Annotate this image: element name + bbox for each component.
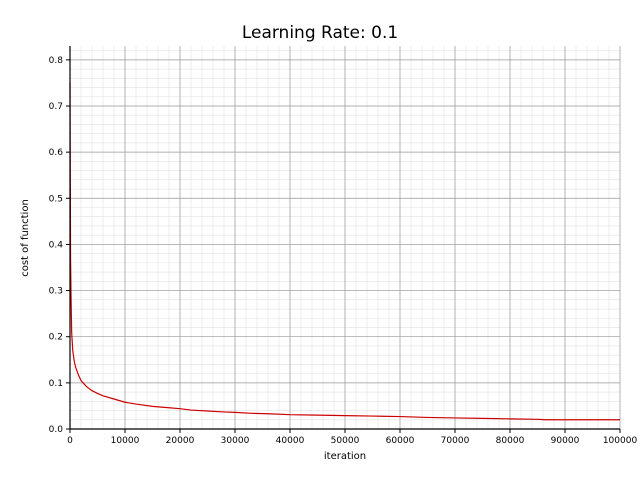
x-axis-label: iteration xyxy=(324,451,366,462)
x-tick-label: 30000 xyxy=(221,436,250,446)
x-tick-label: 40000 xyxy=(276,436,305,446)
x-tick-label: 70000 xyxy=(441,436,470,446)
x-axis-ticks: 0 10000 20000 30000 40000 50000 60000 70000 8000… xyxy=(67,429,637,446)
series-layer xyxy=(69,82,620,421)
series-line xyxy=(69,82,620,421)
y-tick-label: 0.4 xyxy=(49,240,64,250)
y-tick-label: 0.3 xyxy=(49,287,63,297)
x-tick-label: 20000 xyxy=(166,436,195,446)
y-tick-label: 0.5 xyxy=(49,194,63,204)
y-axis-label: cost of function xyxy=(20,199,31,277)
y-tick-label: 0.2 xyxy=(49,333,63,343)
y-axis-ticks: 0.0 0.1 0.2 0.3 0.4 0.5 0.6 0.7 0.8 xyxy=(49,56,70,435)
x-tick-label: 10000 xyxy=(111,436,140,446)
x-tick-label: 60000 xyxy=(386,436,415,446)
y-tick-label: 0.6 xyxy=(49,148,64,158)
y-tick-label: 0.1 xyxy=(49,379,63,389)
x-tick-label: 50000 xyxy=(331,436,360,446)
y-tick-label: 0.8 xyxy=(49,56,64,66)
x-tick-label: 0 xyxy=(67,436,73,446)
x-tick-label: 80000 xyxy=(496,436,525,446)
chart-title: Learning Rate: 0.1 xyxy=(242,23,398,43)
x-tick-label: 100000 xyxy=(603,436,638,446)
x-tick-label: 90000 xyxy=(551,436,580,446)
y-tick-label: 0.0 xyxy=(49,425,64,435)
y-tick-label: 0.7 xyxy=(49,102,63,112)
